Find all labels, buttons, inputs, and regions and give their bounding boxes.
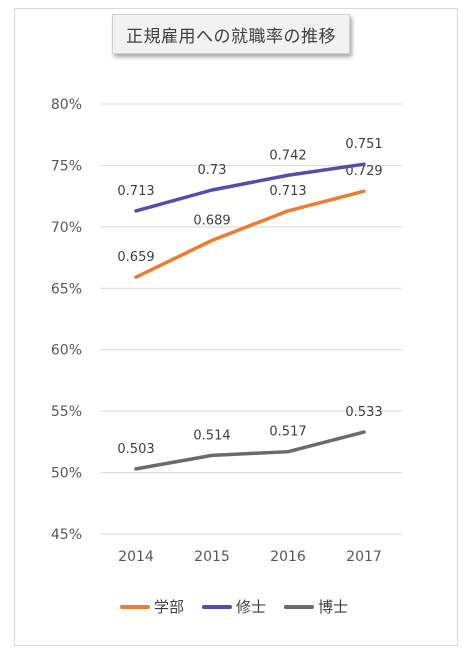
data-label: 0.503	[117, 442, 154, 457]
data-label: 0.742	[269, 148, 306, 163]
series-line	[134, 189, 366, 279]
legend-swatch	[201, 604, 232, 609]
data-label: 0.713	[117, 184, 154, 199]
legend-item: 博士	[284, 596, 348, 617]
data-label: 0.713	[269, 184, 306, 199]
data-label: 0.73	[198, 163, 227, 178]
series-line	[134, 430, 366, 471]
legend-label: 学部	[153, 598, 184, 616]
y-tick-label: 80%	[51, 97, 82, 113]
x-tick-label: 2017	[346, 549, 382, 565]
legend-swatch	[119, 604, 150, 609]
legend-label: 博士	[318, 598, 349, 616]
y-tick-label: 60%	[51, 343, 82, 359]
y-tick-label: 75%	[51, 158, 82, 174]
legend-swatch	[284, 604, 314, 609]
x-tick-label: 2014	[118, 549, 154, 565]
y-tick-label: 70%	[51, 220, 82, 236]
data-label: 0.751	[345, 137, 382, 152]
y-tick-label: 50%	[51, 466, 82, 482]
series-line	[134, 162, 366, 213]
data-label: 0.533	[345, 405, 382, 420]
chart-legend: 学部 修士 博士	[0, 596, 468, 617]
chart-frame	[14, 8, 458, 646]
y-tick-label: 65%	[51, 281, 82, 297]
data-label: 0.689	[193, 213, 230, 228]
y-tick-label: 55%	[51, 404, 82, 420]
data-label: 0.729	[345, 164, 382, 179]
x-tick-label: 2015	[194, 549, 230, 565]
x-tick-label: 2016	[270, 549, 306, 565]
data-label: 0.659	[117, 250, 154, 265]
data-label: 0.514	[193, 428, 230, 443]
data-label: 0.517	[269, 425, 306, 440]
chart-title: 正規雇用への就職率の推移	[126, 26, 336, 47]
legend-item: 学部	[119, 596, 184, 617]
legend-label: 修士	[235, 598, 266, 616]
chart-title-box: 正規雇用への就職率の推移	[112, 14, 350, 54]
legend-item: 修士	[201, 596, 266, 617]
y-tick-label: 45%	[51, 527, 82, 543]
